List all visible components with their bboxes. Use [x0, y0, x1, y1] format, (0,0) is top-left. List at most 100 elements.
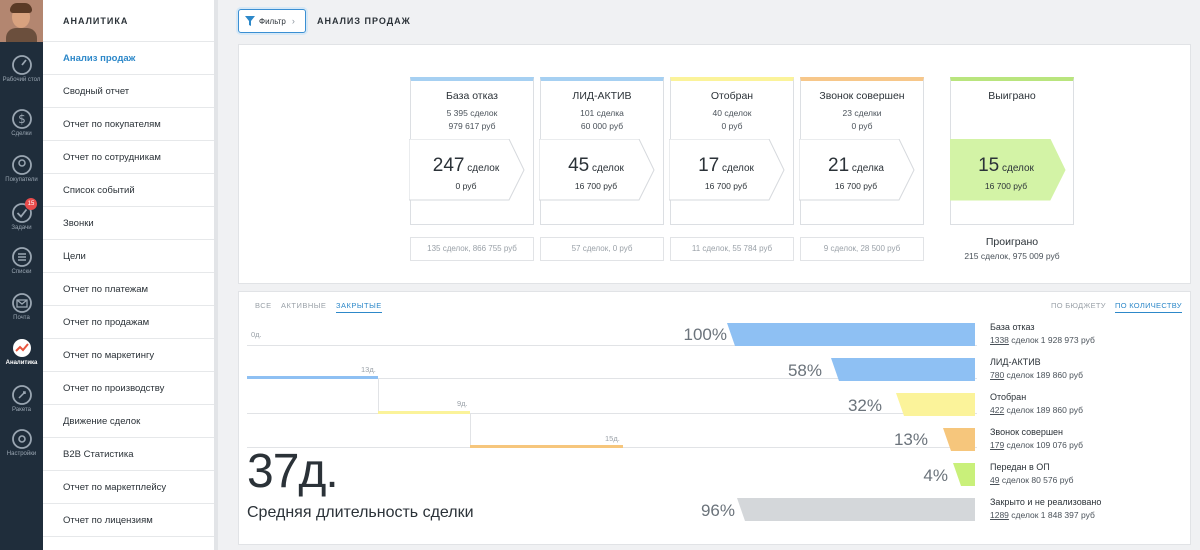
nav-label: Списки — [11, 269, 32, 275]
stage-deals: 23 сделки — [842, 108, 882, 118]
nav-mail[interactable]: Почта — [0, 288, 43, 334]
stage-card[interactable]: Звонок совершен 23 сделки 0 руб 21 сделк… — [799, 77, 924, 225]
active-rub: 16 700 руб — [834, 181, 878, 191]
avatar[interactable] — [0, 0, 43, 42]
active-count: 45 — [568, 155, 590, 176]
funnel-stage-name: Звонок совершен — [990, 427, 1064, 437]
funnel-stage-name: Передан в ОП — [990, 462, 1050, 472]
filter-label: Фильтр — [259, 16, 286, 26]
analytics-icon — [12, 339, 31, 357]
timeline-segment — [247, 376, 378, 379]
submenu-item[interactable]: Отчет по производству — [43, 372, 214, 405]
nav-label: Аналитика — [5, 360, 38, 366]
buyers-icon — [11, 155, 32, 175]
nav-label: Ракета — [12, 407, 31, 413]
active-rub: 16 700 руб — [704, 181, 748, 191]
timeline-segment — [378, 411, 470, 414]
submenu-item[interactable]: Отчет по платежам — [43, 273, 214, 306]
submenu-item[interactable]: Отчет по маркетингу — [43, 339, 214, 372]
funnel-percent: 32% — [847, 396, 882, 415]
funnel-count-link[interactable]: 49 — [990, 475, 1000, 485]
active-rub: 16 700 руб — [574, 181, 618, 191]
funnel-rest: сделок 80 576 руб — [999, 475, 1074, 485]
stage-deals: 5 395 сделок — [446, 108, 498, 118]
stage-card[interactable]: Отобран 40 сделок 0 руб 17 сделок 16 700… — [669, 77, 794, 225]
avg-duration-label: Средняя длительность сделки — [247, 504, 474, 521]
active-unit: сделок — [591, 163, 624, 174]
stage-deals: 40 сделок — [712, 108, 752, 118]
active-unit: сделок — [467, 163, 500, 174]
active-deals: 17 сделок — [671, 155, 781, 177]
submenu-item[interactable]: B2B Статистика — [43, 438, 214, 471]
funnel-stage-detail: 1338 сделок 1 928 973 руб — [990, 335, 1095, 345]
timeline-label: 13д. — [361, 365, 376, 374]
check-icon — [11, 203, 32, 223]
stage-card[interactable]: ЛИД-АКТИВ 101 сделка 60 000 руб 45 сдело… — [539, 77, 664, 225]
submenu-item[interactable]: Отчет по покупателям — [43, 108, 214, 141]
funnel-count-link[interactable]: 422 — [990, 405, 1005, 415]
nav-lists[interactable]: Списки — [0, 242, 43, 288]
funnel-rest: сделок 1 848 397 руб — [1008, 510, 1095, 520]
nav-tasks[interactable]: 15 Задачи — [0, 198, 43, 244]
funnel-bar — [943, 428, 975, 451]
stage-card[interactable]: База отказ 5 395 сделок 979 617 руб 247 … — [409, 77, 534, 225]
timeline-line — [247, 345, 977, 346]
tab-by-count[interactable]: ПО КОЛИЧЕСТВУ — [1115, 301, 1182, 313]
filter-button[interactable]: Фильтр › — [238, 9, 306, 33]
rocket-icon — [11, 385, 32, 405]
submenu-item[interactable]: Список событий — [43, 174, 214, 207]
funnel-stage-name: ЛИД-АКТИВ — [990, 357, 1041, 367]
funnel-count-link[interactable]: 179 — [990, 440, 1005, 450]
nav-dashboard[interactable]: Рабочий стол — [0, 50, 43, 96]
funnel-percent: 58% — [787, 361, 822, 380]
submenu-item[interactable]: Отчет по сотрудникам — [43, 141, 214, 174]
active-count: 21 — [828, 155, 850, 176]
funnel-count-link[interactable]: 1289 — [990, 510, 1009, 520]
stage-rub: 979 617 руб — [448, 121, 496, 131]
active-deals: 21 сделка — [801, 155, 911, 177]
nav-rocket[interactable]: Ракета — [0, 380, 43, 426]
lists-icon — [11, 247, 32, 267]
submenu-item[interactable]: Анализ продаж — [43, 42, 214, 75]
active-rub: 0 руб — [455, 181, 477, 191]
won-card[interactable]: Выиграно 15 сделок 16 700 руб — [950, 77, 1074, 225]
nav-buyers[interactable]: Покупатели — [0, 150, 43, 196]
funnel-rest: сделок 1 928 973 руб — [1008, 335, 1095, 345]
submenu-item[interactable]: Отчет по маркетплейсу — [43, 471, 214, 504]
funnel-bar — [831, 358, 975, 381]
funnel-rest: сделок 189 860 руб — [1004, 405, 1083, 415]
timeline-connector — [378, 378, 379, 413]
submenu-item[interactable]: Движение сделок — [43, 405, 214, 438]
funnel-stage-detail: 179 сделок 109 076 руб — [990, 440, 1083, 450]
nav-settings[interactable]: Настройки — [0, 424, 43, 470]
submenu-title: АНАЛИТИКА — [43, 0, 214, 42]
tab-closed[interactable]: ЗАКРЫТЫЕ — [336, 301, 382, 313]
funnel-stage-name: База отказ — [990, 322, 1035, 332]
nav-label: Покупатели — [5, 177, 38, 183]
funnel-bar — [953, 463, 975, 486]
page-title: АНАЛИЗ ПРОДАЖ — [317, 16, 411, 26]
funnel-percent: 4% — [923, 466, 948, 485]
submenu-item[interactable]: Звонки — [43, 207, 214, 240]
funnel-count-link[interactable]: 1338 — [990, 335, 1009, 345]
won-unit: сделок — [1001, 163, 1034, 174]
submenu-item[interactable]: Отчет по продажам — [43, 306, 214, 339]
submenu-item[interactable]: Сводный отчет — [43, 75, 214, 108]
submenu-item[interactable]: Отчет по лицензиям — [43, 504, 214, 537]
nav-analytics[interactable]: Аналитика — [0, 333, 43, 379]
active-arrow-shape — [539, 139, 655, 201]
funnel-percent: 100% — [683, 325, 727, 344]
stage-lost: 135 сделок, 866 755 руб — [410, 237, 534, 261]
tab-active[interactable]: АКТИВНЫЕ — [281, 301, 327, 310]
nav-deals[interactable]: $ Сделки — [0, 104, 43, 150]
tab-by-budget[interactable]: ПО БЮДЖЕТУ — [1051, 301, 1106, 310]
funnel-stage-name: Закрыто и не реализовано — [990, 497, 1102, 507]
stage-rub: 0 руб — [851, 121, 873, 131]
submenu-item[interactable]: Цели — [43, 240, 214, 273]
funnel-count-link[interactable]: 780 — [990, 370, 1005, 380]
won-count: 15 — [978, 155, 1000, 176]
timeline-label: 15д. — [605, 434, 620, 443]
tab-all[interactable]: ВСЕ — [255, 301, 272, 310]
won-name: Выиграно — [988, 90, 1036, 102]
lost-total-detail: 215 сделок, 975 009 руб — [964, 251, 1060, 261]
